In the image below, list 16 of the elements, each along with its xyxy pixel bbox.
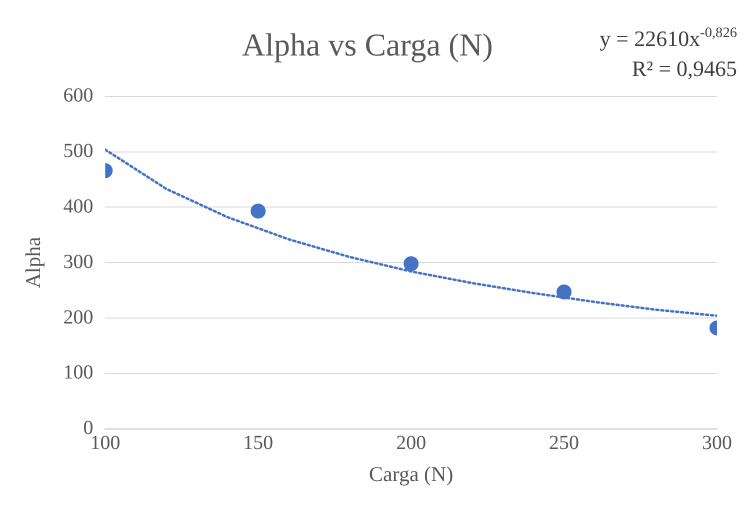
y-tick-label: 300 (63, 250, 94, 273)
x-tick-label: 150 (243, 432, 274, 454)
y-tick-label: 500 (63, 140, 94, 162)
point (404, 256, 419, 272)
x-axis-title: Carga (N) (369, 462, 454, 486)
x-tick-label: 200 (396, 432, 426, 454)
y-tick-label: 400 (63, 195, 94, 218)
line-series (105, 148, 717, 318)
text: R² = 0,9465 (632, 56, 738, 81)
y-tick-label: 200 (63, 306, 94, 328)
x-tick-label: 250 (549, 432, 580, 454)
y-tick-label: 600 (63, 84, 94, 107)
y-axis-title: Alpha (21, 236, 46, 288)
y-tick-label: 100 (63, 362, 94, 384)
chart-title: Alpha vs Carga (N) (242, 26, 493, 63)
x-tick-label: 300 (702, 432, 732, 454)
